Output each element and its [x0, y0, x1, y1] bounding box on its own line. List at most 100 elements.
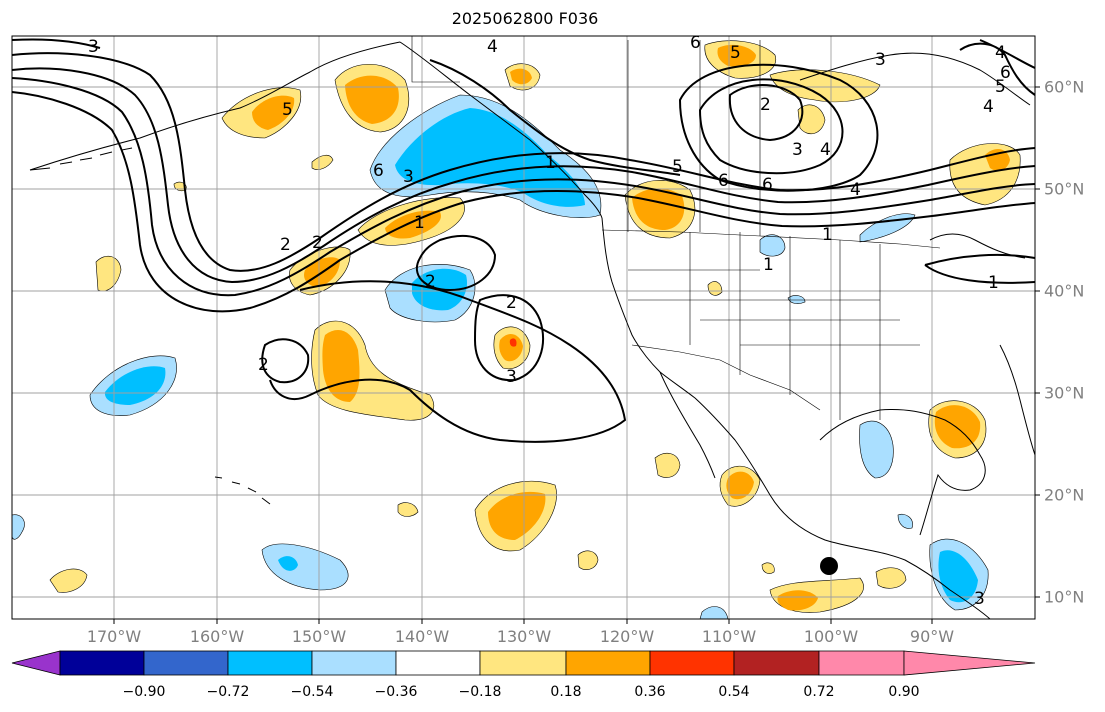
contour-hudson-3: [698, 78, 844, 175]
contour-label: 6: [373, 161, 384, 181]
pos-blob-3-core: [385, 210, 441, 239]
lat-label: 10°N: [1044, 587, 1085, 607]
lon-label: 120°W: [599, 627, 655, 646]
canada-provinces: [411, 36, 761, 236]
contour-label: 4: [983, 97, 994, 117]
contour-label: 3: [88, 37, 99, 57]
contour-label-group: 3 4 6 5 3 4 5 6 4 2 3 4 5 6 6 5 4 3 2 1 …: [88, 33, 1011, 609]
colorbar-tick-label: 0.90: [888, 684, 920, 700]
map-title: 2025062800 F036: [451, 9, 599, 28]
lat-label: 60°N: [1044, 77, 1085, 97]
colorbar-segment: [59, 650, 145, 676]
pos-blob-12-core: [510, 68, 532, 85]
contour-low-2: [269, 280, 627, 443]
colorbar-tick-label: −0.18: [458, 684, 502, 700]
graticule: [12, 36, 1035, 619]
colorbar-segment: [479, 650, 567, 676]
pos-blob-1-core: [345, 75, 399, 124]
us-mexico-border: [631, 344, 821, 411]
colorbar-tick-label: −0.54: [290, 684, 334, 700]
pos-blob-5-core: [322, 330, 360, 402]
pos-blob-7-core: [488, 491, 546, 540]
contour-label: 2: [506, 293, 517, 313]
contour-label: 5: [672, 157, 683, 177]
contour-label: 6: [1000, 63, 1011, 83]
pos-blob-6-core: [499, 334, 523, 362]
contour-label: 5: [995, 77, 1006, 97]
contour-label: 1: [545, 153, 556, 173]
pos-blob-9-core: [717, 44, 756, 67]
pos-blob-23: [707, 281, 723, 296]
contour-jet-4: [11, 91, 1036, 313]
neg-blob-small-1: [11, 514, 25, 540]
pos-blob-14-core: [726, 471, 754, 500]
pos-blob-16: [49, 568, 88, 593]
neg-blob-pacific-3-core: [278, 556, 298, 571]
lon-label: 150°W: [291, 627, 347, 646]
contour-label: 2: [258, 355, 269, 375]
contour-high-1: [415, 235, 497, 292]
contour-ring-2: [261, 338, 310, 384]
pos-blob-2-core: [252, 95, 295, 130]
colorbar-tick-label: −0.90: [122, 684, 166, 700]
neg-blob-gulf-mexico: [859, 420, 894, 479]
neg-blob-pacific-2-core: [104, 366, 166, 405]
lon-label: 110°W: [701, 627, 757, 646]
contour-label: 4: [820, 140, 831, 160]
contour-label: 4: [995, 43, 1006, 63]
colorbar-segment: [395, 650, 481, 676]
colorbar-upper-extend: [818, 650, 905, 676]
pos-blob-15-core: [777, 590, 818, 611]
lat-label: 30°N: [1044, 383, 1085, 403]
aleutian-islands: [29, 147, 133, 171]
neg-blob-pacific-3: [261, 543, 349, 591]
pacific-nw-coast: [601, 217, 991, 620]
contour-label: 4: [850, 180, 861, 200]
hudson-bay-coast: [799, 52, 1031, 106]
lat-label: 40°N: [1044, 281, 1085, 301]
pos-blob-22: [311, 154, 334, 170]
colorbar-upper-arrow: [903, 650, 1036, 676]
contour-nw-3: [11, 38, 101, 49]
lon-label: 140°W: [394, 627, 450, 646]
pos-blob-21: [397, 502, 419, 517]
colorbar-tick-label: 0.72: [803, 684, 835, 700]
contour-label: 4: [487, 37, 498, 57]
pos-blob-18: [654, 452, 681, 478]
contour-hudson-2: [728, 84, 804, 142]
contour-label: 1: [414, 213, 425, 233]
colorbar: [11, 650, 1036, 676]
colorbar-segment: [143, 650, 229, 676]
neg-blob-small-3: [787, 295, 806, 304]
pos-blob-10b: [797, 104, 826, 135]
hawaii-islands: [214, 476, 271, 505]
contour-label: 1: [763, 255, 774, 275]
neg-blob-plains: [759, 234, 786, 257]
contour-label: 3: [506, 367, 517, 387]
us-canada-border: [601, 229, 941, 249]
alaska-coast: [29, 41, 603, 219]
colorbar-segment: [311, 650, 397, 676]
contour-label: 3: [792, 140, 803, 160]
contour-label: 2: [760, 95, 771, 115]
axis-ticks: [113, 86, 1040, 624]
colorbar-lower-extend: [11, 650, 61, 676]
location-marker: [820, 557, 838, 575]
lon-label: 130°W: [496, 627, 552, 646]
contour-label: 2: [425, 272, 436, 292]
contour-label: 3: [403, 167, 414, 187]
contour-east-1: [924, 253, 1036, 284]
contour-low-3: [473, 294, 544, 382]
lon-label: 90°W: [909, 627, 955, 646]
baja-california: [659, 371, 716, 479]
political-borders: [411, 36, 941, 420]
neg-blob-alaska-gulf-core: [395, 108, 585, 207]
lat-label: 50°N: [1044, 179, 1085, 199]
contour-label: 6: [762, 175, 773, 195]
lon-label: 100°W: [803, 627, 859, 646]
lon-label: 160°W: [189, 627, 245, 646]
pos-blob-10: [769, 69, 881, 103]
pos-blob-19: [577, 550, 599, 570]
pos-blob-20: [875, 567, 907, 589]
